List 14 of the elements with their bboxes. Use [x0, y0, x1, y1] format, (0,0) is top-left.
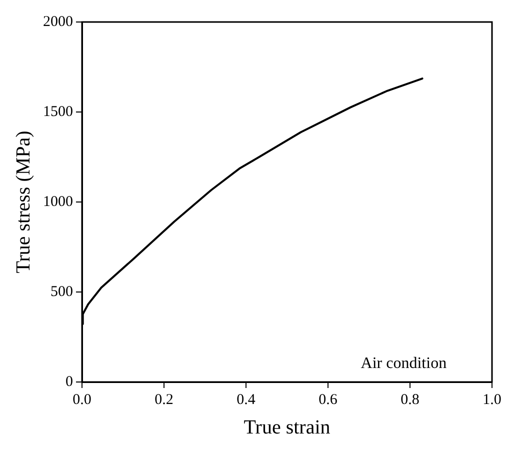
x-tick-label: 0.8 — [400, 392, 420, 408]
x-tick-label: 1.0 — [482, 392, 502, 408]
x-tick-label: 0.4 — [236, 392, 256, 408]
y-tick-label: 500 — [50, 284, 73, 300]
x-tick-label: 0.6 — [318, 392, 338, 408]
y-tick-label: 2000 — [43, 14, 73, 30]
x-tick-label: 0.0 — [72, 392, 92, 408]
y-tick-label: 1500 — [43, 104, 73, 120]
y-tick-label: 0 — [66, 374, 73, 390]
annotation: Air condition — [360, 355, 447, 372]
y-tick-label: 1000 — [43, 194, 73, 210]
x-axis-title: True strain — [244, 416, 330, 438]
x-tick-label: 0.2 — [154, 392, 174, 408]
y-axis-title: True stress (MPa) — [12, 130, 34, 274]
